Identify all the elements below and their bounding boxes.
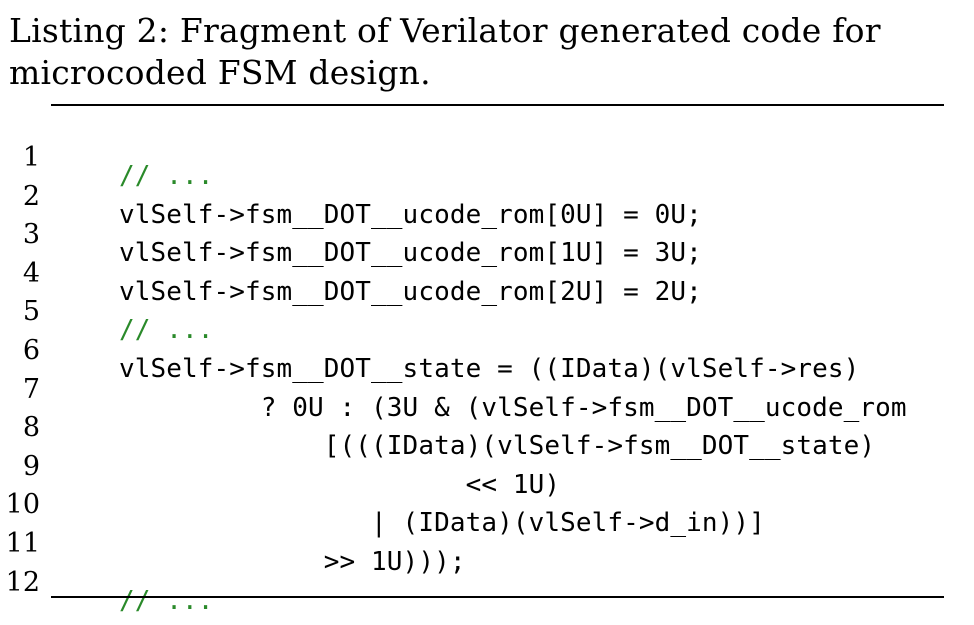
code-line: 5 // ...: [0, 275, 974, 345]
code-text: vlSelf->fsm__DOT__ucode_rom[1U] = 3U;: [119, 238, 702, 269]
code-line: 1 // ...: [0, 121, 974, 191]
code-line: 9 << 1U): [0, 430, 974, 500]
line-number: 12: [5, 566, 40, 598]
code-text: << 1U): [119, 469, 561, 500]
code-line: 7 ? 0U : (3U & (vlSelf->fsm__DOT__ucode_…: [0, 353, 974, 423]
line-number: 11: [5, 527, 40, 559]
code-listing: 1 // ... 2 vlSelf->fsm__DOT__ucode_rom[0…: [0, 121, 974, 616]
code-text: vlSelf->fsm__DOT__state = ((IData)(vlSel…: [119, 353, 860, 384]
code-line: 3 vlSelf->fsm__DOT__ucode_rom[1U] = 3U;: [0, 198, 974, 268]
code-line: 11 >> 1U)));: [0, 507, 974, 577]
line-number: 7: [22, 373, 40, 405]
code-line: 4 vlSelf->fsm__DOT__ucode_rom[2U] = 2U;: [0, 237, 974, 307]
line-number: 2: [22, 180, 40, 212]
code-text: [(((IData)(vlSelf->fsm__DOT__state): [119, 431, 876, 462]
line-number: 3: [22, 219, 40, 251]
code-line: 6 vlSelf->fsm__DOT__state = ((IData)(vlS…: [0, 314, 974, 384]
listing-caption: Listing 2: Fragment of Verilator generat…: [9, 11, 881, 92]
code-text: // ...: [119, 161, 214, 191]
code-text: vlSelf->fsm__DOT__ucode_rom[2U] = 2U;: [119, 276, 702, 307]
line-number: 10: [5, 489, 40, 521]
code-line: 10 | (IData)(vlSelf->d_in))]: [0, 468, 974, 538]
code-text: vlSelf->fsm__DOT__ucode_rom[0U] = 0U;: [119, 199, 702, 230]
line-number: 8: [22, 412, 40, 444]
code-text: >> 1U)));: [119, 546, 466, 577]
code-text: // ...: [119, 585, 214, 616]
line-number: 1: [22, 142, 40, 173]
top-rule: [51, 104, 944, 106]
code-line: 8 [(((IData)(vlSelf->fsm__DOT__state): [0, 391, 974, 461]
line-number: 9: [22, 450, 40, 482]
line-number: 6: [22, 334, 40, 366]
code-text: ? 0U : (3U & (vlSelf->fsm__DOT__ucode_ro…: [119, 392, 907, 423]
code-text: // ...: [119, 315, 214, 346]
code-text: | (IData)(vlSelf->d_in))]: [119, 508, 765, 539]
code-line: 12 // ...: [0, 546, 974, 616]
line-number: 4: [22, 257, 40, 289]
bottom-rule: [51, 596, 944, 598]
code-line: 2 vlSelf->fsm__DOT__ucode_rom[0U] = 0U;: [0, 160, 974, 230]
line-number: 5: [22, 296, 40, 328]
